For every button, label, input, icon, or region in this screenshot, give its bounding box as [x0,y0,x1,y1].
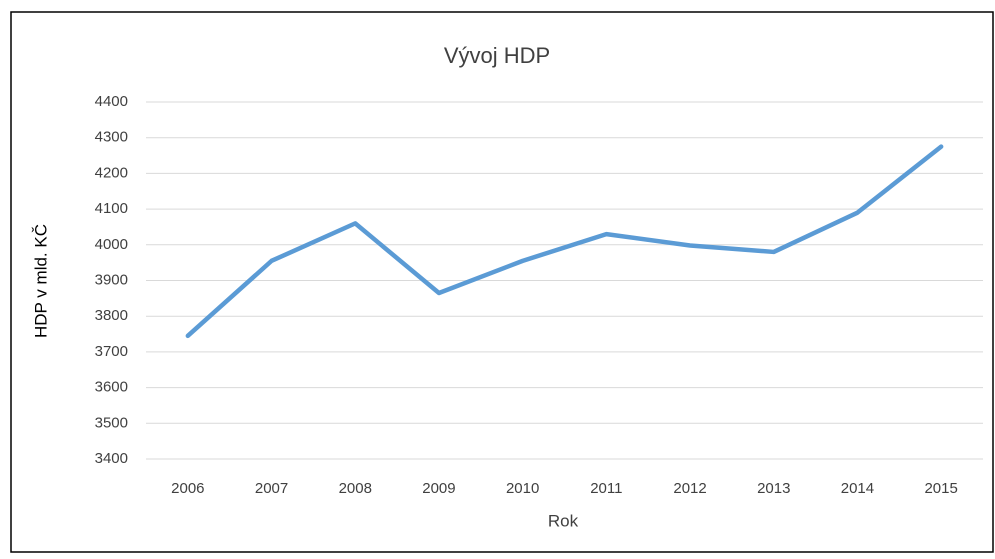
y-tick-label: 3500 [95,414,128,431]
y-tick-label: 3800 [95,307,128,324]
x-tick-label: 2012 [673,480,706,497]
chart-title: Vývoj HDP [444,43,550,68]
x-tick-label: 2014 [841,480,874,497]
x-tick-label: 2011 [590,480,622,497]
x-tick-label: 2013 [757,480,790,497]
y-tick-label: 4300 [95,129,128,146]
y-tick-label: 4200 [95,164,128,181]
y-tick-label: 4400 [95,93,128,110]
x-tick-label: 2015 [924,480,957,497]
y-tick-label: 3700 [95,343,128,360]
y-tick-label: 3400 [95,450,128,467]
y-axis-label: HDP v mld. KČ [31,224,50,338]
x-tick-label: 2010 [506,480,539,497]
x-tick-label: 2007 [255,480,288,497]
chart-border [10,11,994,553]
y-tick-label: 4100 [95,200,128,217]
y-tick-label: 4000 [95,236,128,253]
data-line [185,144,944,339]
x-tick-label: 2008 [339,480,372,497]
x-axis-label: Rok [548,511,579,530]
x-tick-label: 2009 [422,480,455,497]
y-tick-label: 3600 [95,379,128,396]
x-tick-label: 2006 [171,480,204,497]
y-tick-label: 3900 [95,271,128,288]
